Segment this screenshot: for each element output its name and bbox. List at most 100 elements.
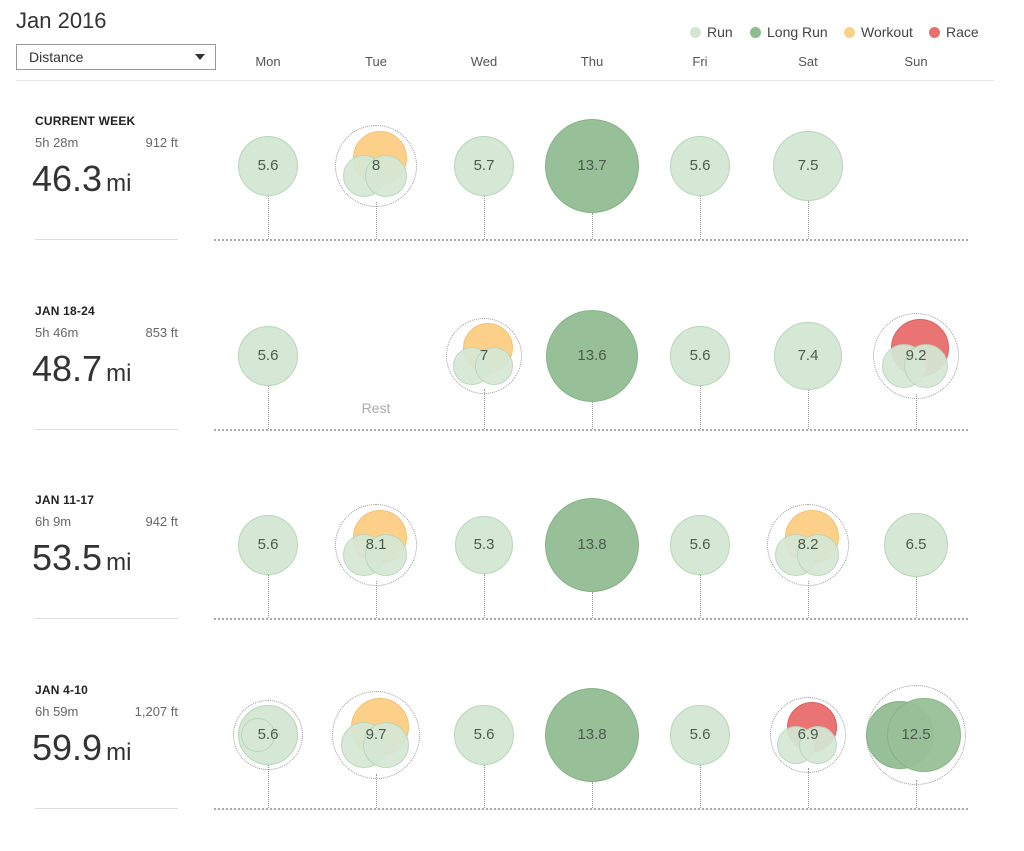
run-bubble (238, 136, 298, 196)
long-run-bubble (546, 310, 638, 402)
day-stem (376, 774, 377, 808)
day-distance-value: 8.2 (797, 536, 819, 553)
day-stem (268, 575, 269, 618)
legend-item-long[interactable]: Long Run (750, 24, 828, 40)
day-stem (700, 196, 701, 239)
legend-item-race[interactable]: Race (929, 24, 979, 40)
metric-select-value: Distance (29, 49, 84, 65)
run-bubble (670, 705, 730, 765)
week-distance: 46.3 mi (32, 158, 131, 200)
day-distance-value: 6.9 (797, 726, 819, 743)
day-stem (376, 581, 377, 618)
day-header-mon: Mon (255, 54, 281, 69)
day-stem (484, 196, 485, 239)
run-bubble (904, 344, 948, 388)
week-distance: 53.5 mi (32, 537, 131, 579)
multi-run-ring (770, 697, 846, 773)
week-baseline (214, 808, 968, 810)
metric-select[interactable]: Distance (16, 44, 216, 70)
week-row: JAN 4-10 6h 59m 1,207 ft 59.9 mi 5.6 9.7 5.6 13.… (0, 661, 1024, 851)
week-distance: 48.7 mi (32, 348, 131, 390)
day-distance-value: 13.6 (577, 347, 607, 364)
day-stem (268, 765, 269, 808)
day-header-tue: Tue (365, 54, 387, 69)
multi-run-ring (332, 691, 420, 779)
legend-item-run[interactable]: Run (690, 24, 733, 40)
legend-label: Workout (861, 24, 913, 40)
day-distance-value: 5.3 (473, 536, 495, 553)
week-distance-unit: mi (106, 549, 132, 576)
legend-label: Long Run (767, 24, 828, 40)
day-distance-value: 5.6 (257, 536, 279, 553)
rest-label: Rest (361, 400, 391, 416)
day-stem (916, 780, 917, 808)
week-distance-value: 59.9 (32, 727, 103, 768)
day-distance-value: 5.7 (473, 157, 495, 174)
week-label: JAN 11-17 (35, 493, 95, 507)
week-distance: 59.9 mi (32, 727, 131, 769)
day-stem (808, 201, 809, 239)
day-distance-value: 13.7 (577, 157, 607, 174)
multi-run-ring (446, 318, 522, 394)
week-distance-value: 48.7 (32, 348, 103, 389)
day-distance-value: 8.1 (365, 536, 387, 553)
multi-run-ring (335, 504, 417, 586)
week-distance-value: 46.3 (32, 158, 103, 199)
week-elevation: 1,207 ft (134, 704, 178, 719)
run-bubble (670, 326, 730, 386)
day-stem (592, 592, 593, 618)
day-distance-value: 9.7 (365, 726, 387, 743)
week-row: JAN 11-17 6h 9m 942 ft 53.5 mi 5.6 8.1 5.3 13.8 5… (0, 471, 1024, 661)
long-run-bubble (545, 498, 639, 592)
run-bubble (773, 131, 843, 201)
day-stem (268, 386, 269, 429)
day-distance-value: 13.8 (577, 536, 607, 553)
day-stem (916, 577, 917, 618)
week-divider (35, 618, 178, 619)
run-bubble (799, 726, 837, 764)
run-bubble (774, 322, 842, 390)
day-header-thu: Thu (580, 54, 604, 69)
run-bubble (238, 326, 298, 386)
day-distance-value: 5.6 (257, 726, 279, 743)
week-baseline (214, 618, 968, 620)
day-stem (484, 574, 485, 618)
run-bubble (365, 155, 407, 197)
day-stem (916, 394, 917, 429)
week-label: JAN 18-24 (35, 304, 95, 318)
multi-run-ring (233, 700, 303, 770)
week-time: 5h 46m (35, 325, 79, 340)
day-stem (592, 213, 593, 239)
long-run-bubble (545, 119, 639, 213)
week-elevation: 912 ft (145, 135, 178, 150)
day-distance-value: 9.2 (905, 347, 927, 364)
day-header-sun: Sun (904, 54, 928, 69)
multi-run-ring (335, 125, 417, 207)
week-label: CURRENT WEEK (35, 114, 136, 128)
legend-dot-long-icon (750, 27, 761, 38)
run-bubble (884, 513, 948, 577)
long-run-bubble (545, 688, 639, 782)
run-bubble (363, 722, 409, 768)
multi-run-ring (873, 313, 959, 399)
legend-dot-workout-icon (844, 27, 855, 38)
day-distance-value: 5.6 (257, 157, 279, 174)
day-stem (484, 389, 485, 429)
run-bubble (475, 347, 513, 385)
legend-item-workout[interactable]: Workout (844, 24, 913, 40)
multi-run-ring (767, 504, 849, 586)
header-divider (16, 80, 994, 81)
week-distance-unit: mi (106, 739, 132, 766)
chevron-down-icon (195, 54, 205, 60)
day-stem (700, 765, 701, 808)
week-time: 5h 28m (35, 135, 79, 150)
day-distance-value: 13.8 (577, 726, 607, 743)
day-stem (808, 768, 809, 808)
day-distance-value: 7.5 (797, 157, 819, 174)
day-stem (484, 765, 485, 808)
day-header-wed: Wed (470, 54, 498, 69)
header: Jan 2016 Distance Mon Tue Wed Thu Fri Sat Sun … (0, 0, 1024, 82)
day-distance-value: 5.6 (689, 347, 711, 364)
run-bubble (670, 136, 730, 196)
week-row: CURRENT WEEK 5h 28m 912 ft 46.3 mi 5.6 8 5.7 13.… (0, 92, 1024, 282)
